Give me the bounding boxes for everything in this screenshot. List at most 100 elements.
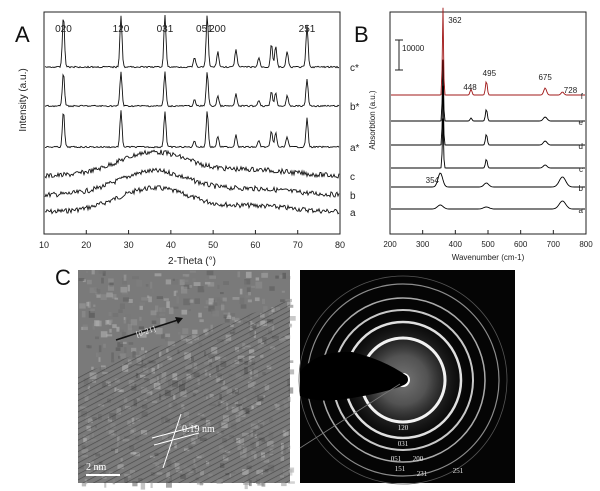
hrtem-grain xyxy=(151,320,157,324)
saed-ring-labels: 120 031 051 200 151 231 251 xyxy=(391,424,464,478)
hrtem-grain xyxy=(104,482,107,488)
saed-beam-stop xyxy=(300,351,408,401)
ftir-x-tick-label: 300 xyxy=(416,240,430,249)
hrtem-grain xyxy=(247,299,252,303)
hrtem-grain xyxy=(244,280,247,288)
hrtem-grain xyxy=(109,325,114,329)
hrtem-grain xyxy=(281,482,287,487)
ftir-traces xyxy=(391,7,585,210)
hrtem-grain xyxy=(115,347,121,351)
hrtem-grain xyxy=(128,299,133,303)
ftir-x-tick-label: 400 xyxy=(449,240,463,249)
hrtem-grain xyxy=(171,279,179,285)
ftir-peak-label: 448 xyxy=(463,83,477,92)
hrtem-grain xyxy=(87,301,91,308)
ftir-series-d-line xyxy=(391,85,585,146)
ftir-x-ticks: 200 300 400 500 600 700 800 xyxy=(383,230,593,249)
hrtem-grain xyxy=(89,287,97,294)
ftir-peak-labels: 362 448 495 675 728 354 xyxy=(426,16,578,185)
hrtem-grain xyxy=(288,387,294,394)
hrtem-grain xyxy=(197,286,205,293)
saed-ring-label: 120 xyxy=(398,424,409,432)
saed-ring-label: 031 xyxy=(398,440,409,448)
hrtem-grain xyxy=(163,298,169,301)
hrtem-grain xyxy=(141,297,149,301)
hrtem-grain xyxy=(219,300,226,305)
xrd-peak-label: 051 xyxy=(196,24,213,35)
hrtem-grain xyxy=(182,279,189,282)
hrtem-grain xyxy=(118,355,121,359)
hrtem-grain xyxy=(111,352,114,360)
hrtem-grain xyxy=(179,279,185,286)
hrtem-grain xyxy=(108,278,114,283)
hrtem-grain xyxy=(246,287,251,293)
ftir-series-e-line xyxy=(391,59,585,122)
hrtem-grain xyxy=(117,341,123,348)
hrtem-grain xyxy=(106,292,113,298)
hrtem-grain xyxy=(141,347,144,351)
hrtem-grain xyxy=(208,298,214,305)
xrd-x-tick-label: 20 xyxy=(81,240,91,250)
hrtem-grain xyxy=(248,291,251,296)
saed-ring-label: 251 xyxy=(453,467,464,475)
hrtem-grain xyxy=(95,289,101,295)
hrtem-grain xyxy=(150,281,153,289)
ftir-peak-label: 675 xyxy=(538,73,552,82)
hrtem-grain xyxy=(138,326,144,330)
saed-ring-outer xyxy=(298,275,508,485)
hrtem-grain xyxy=(108,311,112,316)
hrtem-grain xyxy=(132,276,139,280)
xrd-x-tick-label: 80 xyxy=(335,240,345,250)
ftir-scale-bar-label: 10000 xyxy=(402,44,425,53)
ftir-peak-label: 354 xyxy=(426,176,440,185)
ftir-peak-label: 728 xyxy=(564,86,578,95)
hrtem-grain xyxy=(112,313,119,317)
ftir-series-a-line xyxy=(391,200,585,210)
hrtem-spacing-label: 0.19 nm xyxy=(182,424,215,435)
ftir-series-f-line xyxy=(391,7,585,96)
xrd-series-label: c xyxy=(350,172,355,183)
xrd-plot-frame xyxy=(43,11,341,235)
hrtem-grain xyxy=(183,298,191,306)
xrd-traces xyxy=(44,14,340,215)
xrd-peak-label: 031 xyxy=(157,24,174,35)
hrtem-grain xyxy=(168,307,174,315)
hrtem-grain xyxy=(93,304,96,307)
hrtem-grain xyxy=(245,271,252,278)
hrtem-grain xyxy=(81,311,86,318)
xrd-series-label: b xyxy=(350,191,356,202)
hrtem-scale-label: 2 nm xyxy=(86,462,107,473)
hrtem-grain xyxy=(245,295,250,298)
hrtem-grain xyxy=(165,337,168,342)
hrtem-grain xyxy=(254,297,260,302)
hrtem-grain xyxy=(189,285,193,288)
saed-streak xyxy=(299,383,401,449)
saed-ring-label: 051 xyxy=(391,455,402,463)
xrd-series-labels: abc a* b* c* xyxy=(350,63,360,219)
hrtem-grain xyxy=(174,321,177,325)
xrd-x-tick-label: 70 xyxy=(293,240,303,250)
xrd-series-label: a xyxy=(350,208,356,219)
xrd-series-label: c* xyxy=(350,63,359,74)
hrtem-grain xyxy=(97,353,101,358)
hrtem-grain xyxy=(117,338,121,343)
hrtem-grain xyxy=(78,278,85,281)
ftir-x-tick-label: 800 xyxy=(579,240,593,249)
hrtem-grain xyxy=(244,482,248,490)
hrtem-grain xyxy=(248,480,252,487)
ftir-y-axis-label: Absorbtion (a.u.) xyxy=(368,90,377,149)
hrtem-grain xyxy=(150,310,157,316)
hrtem-spacing-arrow xyxy=(162,413,182,469)
hrtem-grain xyxy=(148,296,152,303)
hrtem-grain xyxy=(155,327,163,335)
hrtem-grain xyxy=(98,357,101,362)
hrtem-grain xyxy=(121,292,129,295)
hrtem-grain xyxy=(82,324,88,331)
hrtem-grain xyxy=(212,302,218,306)
hrtem-grain xyxy=(92,323,95,330)
hrtem-grain xyxy=(88,311,95,318)
xrd-series-b-line xyxy=(44,167,340,199)
hrtem-grain xyxy=(150,482,153,488)
hrtem-grain xyxy=(81,482,87,487)
